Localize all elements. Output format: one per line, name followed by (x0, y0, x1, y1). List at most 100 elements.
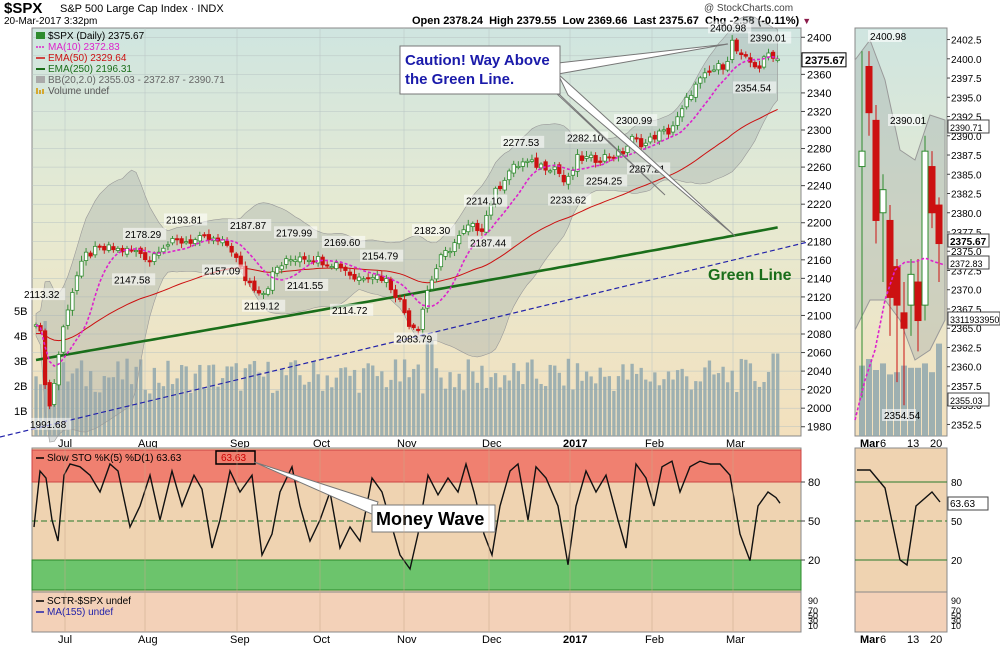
volume-bar (771, 353, 775, 436)
candle-body (397, 297, 403, 300)
volume-bar (102, 376, 106, 436)
candle-body (361, 278, 366, 281)
volume-bar (716, 373, 721, 436)
trend-line (0, 241, 809, 438)
stockcharts-credit: @ StockCharts.com (704, 3, 794, 14)
candle-body (229, 245, 234, 253)
volume-bar (125, 358, 129, 436)
volume-bar (120, 379, 125, 436)
candle-body (529, 159, 535, 162)
candle-body (161, 247, 166, 253)
legend-sctr: SCTR-$SPX undef (47, 596, 131, 607)
date-axis: Jul Aug Sep Oct Nov Dec 2017 Feb Mar (58, 438, 745, 450)
candle-body (206, 234, 211, 241)
sto-legend: Slow STO %K(5) %D(1) 63.63 63.63 (36, 450, 256, 465)
volume-bar (525, 362, 530, 436)
volume-bar (503, 375, 507, 436)
candle-body (256, 290, 262, 294)
sto-box-value: 63.63 (221, 453, 246, 464)
volume-bar (694, 381, 698, 436)
volume-bar (430, 341, 434, 436)
zoom-volume-bar (929, 372, 935, 436)
zoom-candle-body (900, 312, 908, 329)
zoom-price-label: 2400.98 (870, 32, 907, 43)
volume-bar (594, 383, 598, 436)
volume-bar (366, 363, 370, 436)
volume-bar (57, 376, 61, 436)
price-label-bg (464, 194, 508, 207)
price-label: 2254.25 (586, 176, 623, 187)
candle-body (343, 266, 348, 271)
price-label-bg (164, 213, 208, 226)
legend-main: $SPX (Daily) 2375.67 (48, 31, 145, 42)
volume-bar (116, 361, 120, 436)
price-label: 2113.32 (24, 290, 60, 301)
candle-body (338, 263, 343, 269)
candle-body (416, 328, 421, 331)
candle-body (302, 256, 307, 260)
sto-value-box (215, 450, 256, 465)
volume-bar (766, 371, 771, 436)
zoom-x-tick-label: 13 (907, 438, 919, 450)
caution-line-2: the Green Line. (405, 71, 514, 88)
volume-bar (439, 377, 443, 436)
volume-bar (161, 386, 166, 436)
volume-bar (675, 370, 680, 436)
x-tick-label: Dec (482, 438, 502, 450)
volume-bar (143, 389, 147, 436)
zoom-sctr-panel (854, 591, 948, 633)
candle-body (384, 278, 389, 283)
volume-bar (530, 359, 534, 436)
price-label: 2169.60 (324, 238, 361, 249)
volume-bar (753, 381, 757, 436)
volume-bar (621, 364, 625, 436)
x-tick-label: Feb (645, 634, 664, 646)
x-tick-label: Jul (58, 634, 72, 646)
volume-bar (603, 376, 607, 436)
candle-body (711, 69, 717, 72)
volume-bar (453, 387, 457, 436)
zoom-axis: 2352.5 2355.0 2357.5 2360.0 2362.5 2365.0 2367… (947, 36, 1000, 431)
candle-body (543, 161, 548, 171)
candle-body (702, 72, 707, 79)
x-tick-label: Oct (313, 634, 330, 646)
candle-body (438, 254, 444, 268)
candle-body (420, 308, 425, 330)
candle-body (716, 63, 721, 71)
zoom-x-tick-label: 20 (930, 634, 942, 646)
volume-bar (580, 380, 584, 436)
candle-body (516, 165, 521, 168)
zoom-sto-value-tag (947, 496, 989, 511)
legend-sto: Slow STO %K(5) %D(1) 63.63 (47, 453, 182, 464)
candle-body (65, 309, 70, 326)
candlesticks (33, 35, 780, 410)
volume-bar (180, 364, 184, 436)
price-label-bg (614, 114, 658, 127)
candle-body (56, 354, 61, 386)
volume-bar (471, 371, 475, 436)
candle-body (657, 130, 662, 142)
volume-bar (284, 375, 288, 436)
volume-bar (271, 392, 275, 436)
zoom-label-bg (868, 30, 902, 42)
candle-body (470, 222, 475, 227)
candle-body (174, 238, 180, 241)
volume-bar (553, 365, 557, 436)
volume-tick-label: 5B (14, 306, 27, 318)
candle-body (143, 252, 148, 261)
volume-bar (357, 392, 361, 436)
high-label: High (489, 15, 514, 27)
volume-bar (293, 360, 298, 436)
volume-bar (189, 392, 193, 436)
volume-bar (521, 384, 525, 436)
zoom-label-bg (888, 114, 922, 126)
zoom-value-tag (947, 311, 1000, 326)
zoom-volume-bar (936, 343, 942, 436)
candle-body (593, 155, 598, 163)
zoom-y-tick-label: 2402.5 (951, 36, 982, 47)
zoom-candle-body (935, 204, 943, 245)
candle-body (584, 156, 589, 159)
candle-body (452, 242, 457, 252)
price-label-bg (708, 21, 752, 34)
